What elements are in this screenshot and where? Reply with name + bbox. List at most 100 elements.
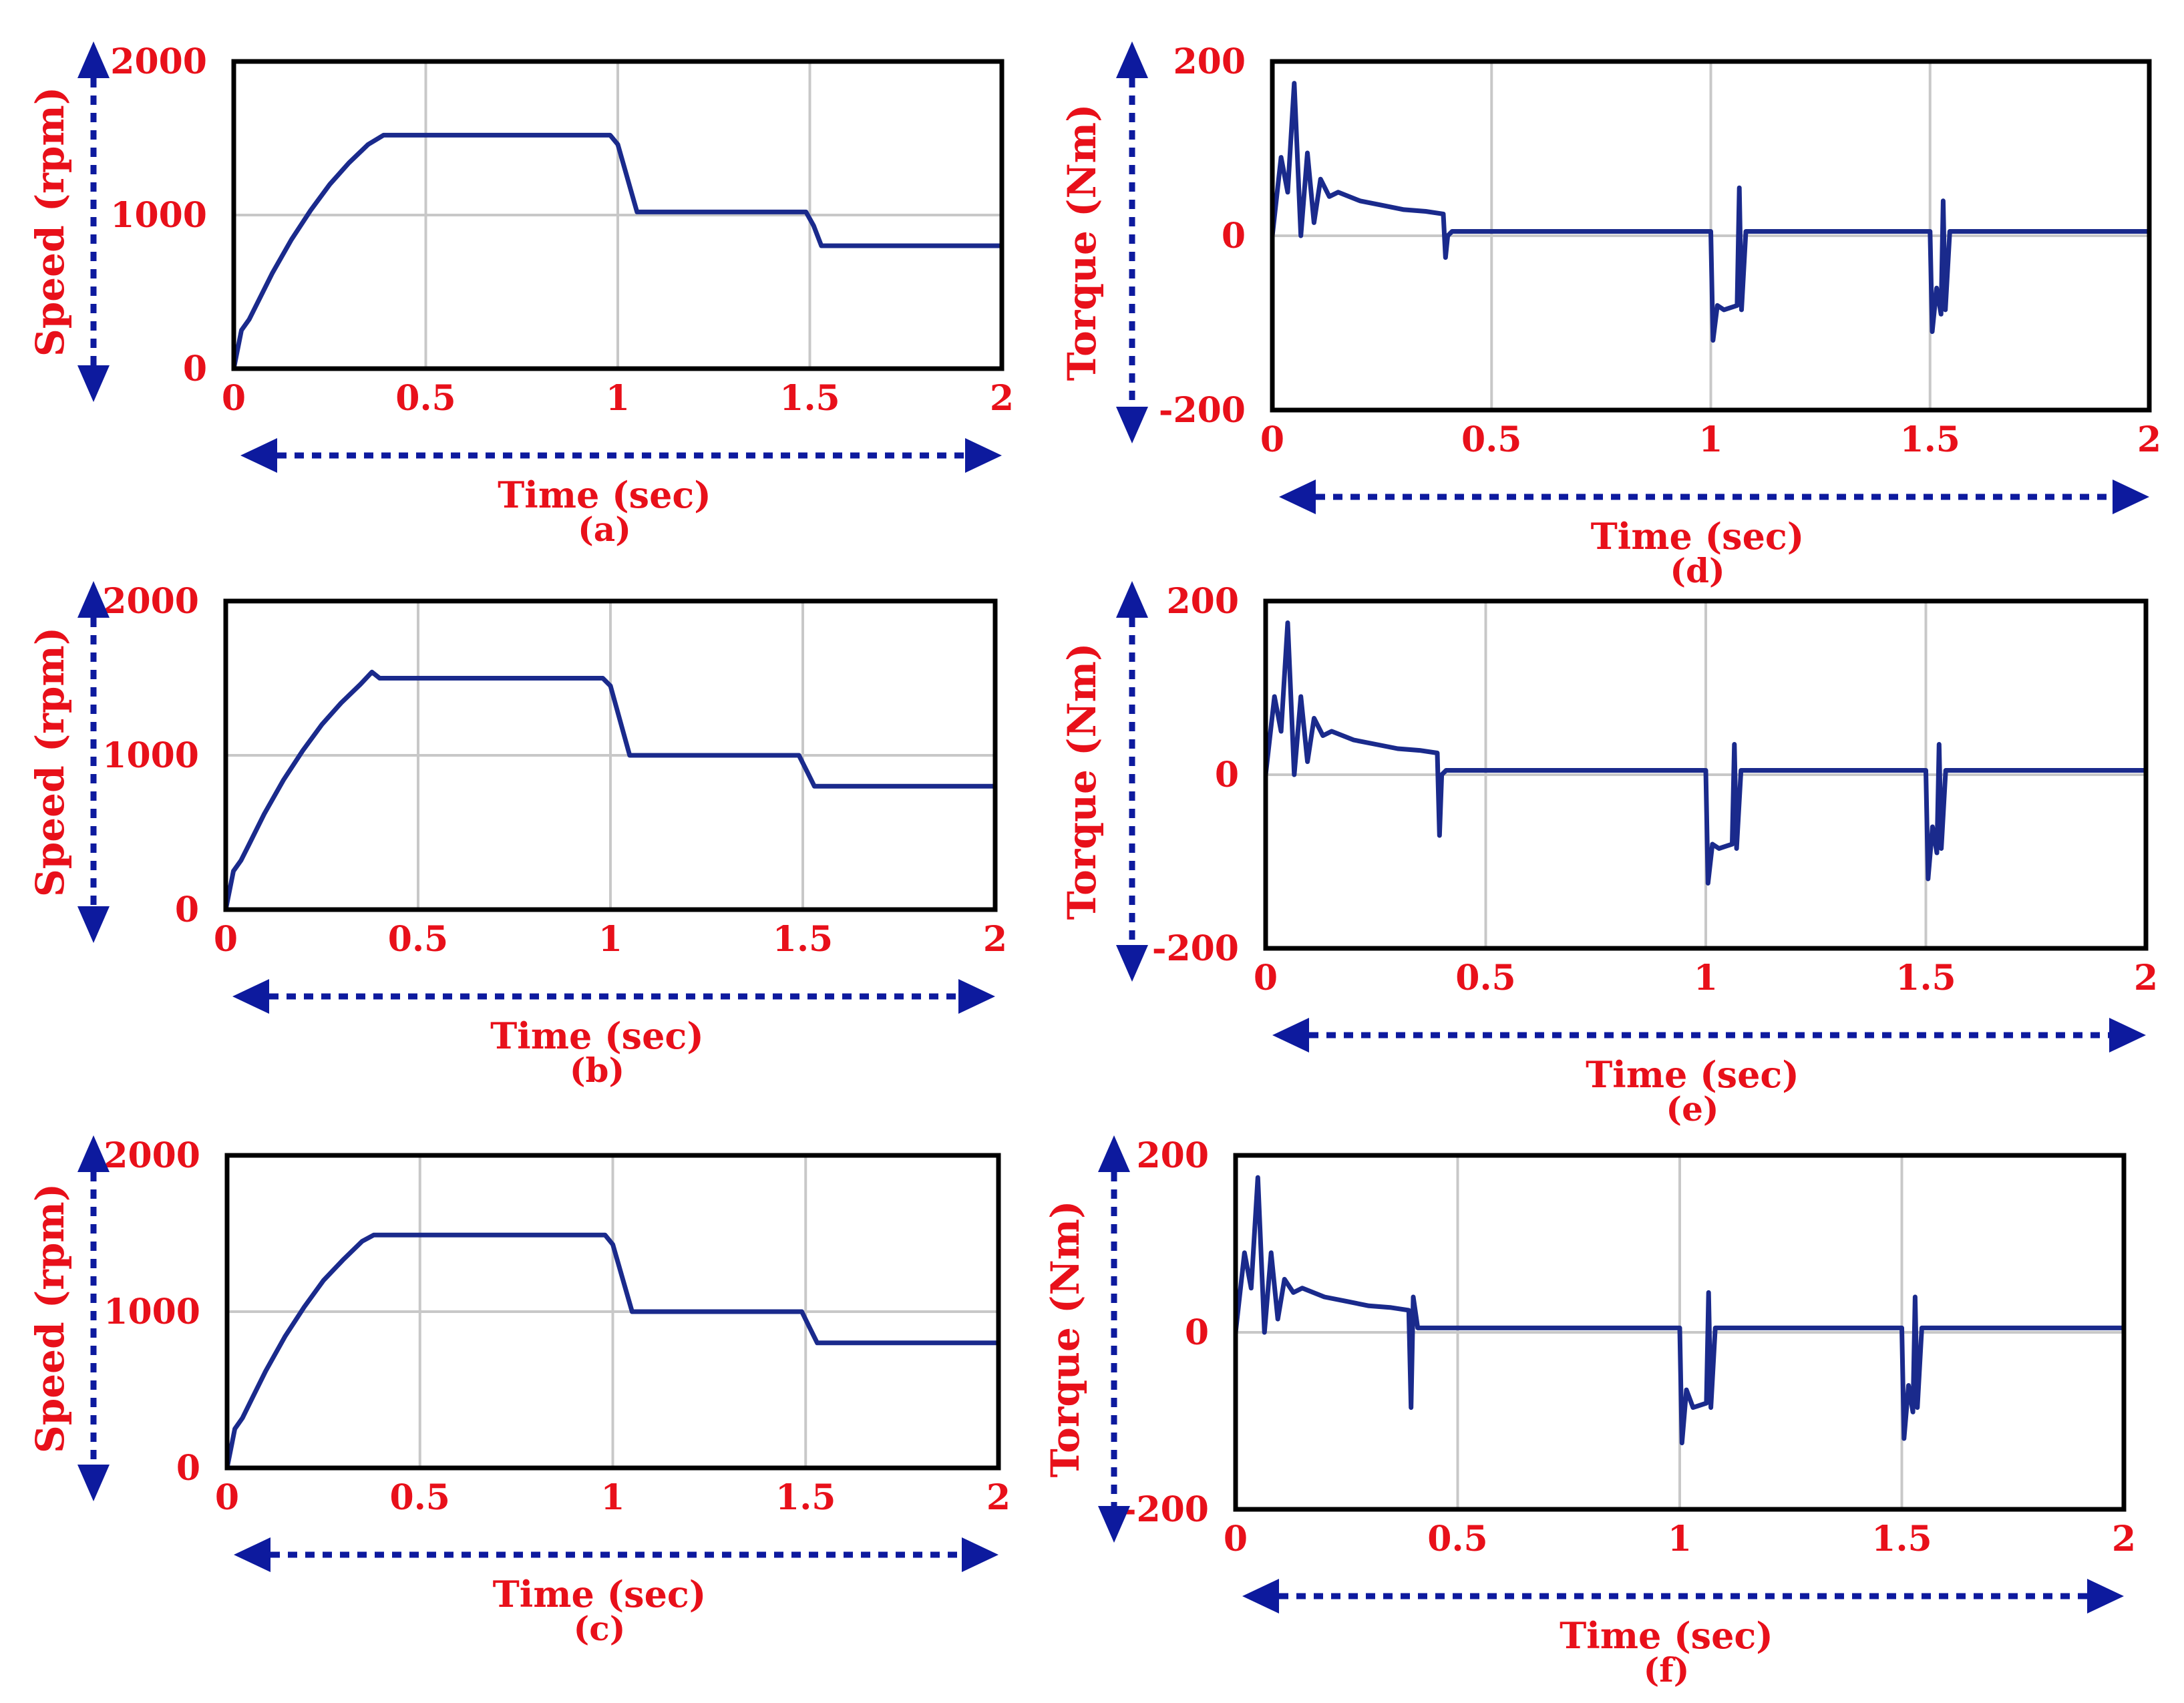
- y-axis-arrow-down-icon: [1116, 407, 1148, 443]
- x-axis-arrow-left-icon: [232, 979, 269, 1014]
- y-tick-label: 2000: [102, 581, 199, 622]
- plot-frame: [1263, 598, 2149, 951]
- speed-line: [224, 1232, 998, 1469]
- x-axis-arrow-left-icon: [1242, 1579, 1279, 1614]
- panel-label: (c): [574, 1609, 626, 1648]
- x-tick-label: 0: [215, 1477, 239, 1518]
- x-tick-label: 2: [986, 1477, 1011, 1518]
- x-axis-arrow-right-icon: [958, 979, 995, 1014]
- x-axis-arrow-left-icon: [1272, 1018, 1309, 1053]
- x-tick-label: 0.5: [1455, 958, 1515, 998]
- x-tick-label: 0.5: [395, 378, 456, 419]
- x-tick-label: 0.5: [390, 1477, 450, 1518]
- panel-d: 0 0.5 1 1.5 2 -200 0 200 Torque (Nm) Time (sec)(d…: [1059, 41, 2161, 590]
- x-tick-label: 0.5: [1427, 1519, 1487, 1559]
- x-tick-label: 1: [598, 919, 622, 960]
- y-tick-label: 200: [1173, 41, 1246, 82]
- y-tick-label: 0: [1185, 1312, 1209, 1353]
- x-axis-arrow-right-icon: [2113, 480, 2149, 514]
- y-tick-label: 0: [1222, 216, 1246, 256]
- x-tick-label: 0: [1260, 419, 1284, 460]
- x-axis-arrow-left-icon: [240, 438, 277, 473]
- x-axis-label: Time (sec): [493, 1573, 707, 1616]
- y-axis-arrow-down-icon: [1116, 945, 1148, 982]
- y-axis-label: Speed (rpm): [27, 1183, 73, 1453]
- x-tick-label: 1: [606, 378, 630, 419]
- y-axis-label: Speed (rpm): [27, 627, 73, 897]
- x-tick-label: 0.5: [388, 919, 448, 960]
- x-axis-arrow-right-icon: [2087, 1579, 2124, 1614]
- x-tick-label: 0: [214, 919, 238, 960]
- speed-line: [223, 669, 995, 910]
- panel-c: 0 0.5 1 1.5 2 0 1000 2000 Speed (rpm) Time (sec)(…: [27, 1135, 1011, 1648]
- x-tick-label: 2: [2137, 419, 2161, 460]
- y-tick-label: 0: [1215, 755, 1239, 795]
- plot-frame: [1233, 1153, 2127, 1512]
- y-tick-label: 0: [175, 890, 199, 930]
- x-tick-label: 2: [990, 378, 1014, 419]
- torque-line: [1270, 81, 2149, 343]
- x-tick-label: 0: [1254, 958, 1278, 998]
- speed-line: [231, 132, 1002, 369]
- x-axis-arrow-left-icon: [1279, 480, 1316, 514]
- plot-frame: [223, 598, 998, 912]
- panel-label: (f): [1644, 1650, 1690, 1690]
- y-axis-arrow-up-icon: [1116, 581, 1148, 618]
- x-tick-label: 1.5: [775, 1477, 836, 1518]
- x-axis-arrow-right-icon: [2109, 1018, 2146, 1053]
- y-tick-label: 1000: [102, 735, 199, 776]
- x-axis-label: Time (sec): [1591, 515, 1805, 558]
- panel-f: 0 0.5 1 1.5 2 -200 0 200 Torque (Nm) Time (sec)(f…: [1043, 1135, 2136, 1690]
- y-axis-arrow-up-icon: [77, 41, 110, 78]
- panel-e: 0 0.5 1 1.5 2 -200 0 200 Torque (Nm) Time (sec)(e…: [1059, 581, 2158, 1129]
- panel-label: (a): [578, 510, 631, 549]
- y-tick-label: 1000: [110, 195, 207, 236]
- y-axis-arrow-down-icon: [1098, 1506, 1130, 1543]
- panel-b: 0 0.5 1 1.5 2 0 1000 2000 Speed (rpm) Time (sec)(…: [27, 581, 1007, 1090]
- y-tick-label: 1000: [104, 1292, 200, 1332]
- panel-label: (e): [1666, 1089, 1718, 1129]
- x-axis-arrow-left-icon: [234, 1537, 270, 1572]
- y-axis-label: Speed (rpm): [27, 87, 73, 357]
- y-axis-label: Torque (Nm): [1059, 643, 1105, 920]
- y-tick-label: -200: [1122, 1489, 1209, 1530]
- x-tick-label: 1.5: [1900, 419, 1960, 460]
- y-axis-arrow-up-icon: [77, 1135, 110, 1172]
- x-tick-label: 1: [600, 1477, 624, 1518]
- y-tick-label: 0: [183, 349, 207, 389]
- x-tick-label: 1.5: [1895, 958, 1956, 998]
- panel-label: (d): [1670, 551, 1724, 590]
- y-axis-arrow-down-icon: [77, 906, 110, 943]
- y-axis-label: Torque (Nm): [1043, 1201, 1088, 1478]
- torque-line: [1263, 620, 2146, 886]
- x-tick-label: 1.5: [773, 919, 833, 960]
- panel-a: 0 0.5 1 1.5 2 0 1000 2000 Speed (rpm) Time (sec)(…: [27, 41, 1014, 549]
- x-axis-arrow-right-icon: [962, 1537, 998, 1572]
- y-tick-label: 2000: [104, 1135, 200, 1176]
- x-tick-label: 1.5: [779, 378, 840, 419]
- x-tick-label: 1.5: [1871, 1519, 1932, 1559]
- y-tick-label: 0: [176, 1448, 200, 1489]
- y-axis-arrow-down-icon: [77, 1465, 110, 1501]
- y-tick-label: -200: [1152, 928, 1239, 969]
- x-axis-label: Time (sec): [1560, 1614, 1773, 1657]
- x-tick-label: 2: [2112, 1519, 2136, 1559]
- x-tick-label: 0: [1224, 1519, 1248, 1559]
- y-axis-label: Torque (Nm): [1059, 104, 1105, 381]
- y-tick-label: -200: [1159, 390, 1246, 431]
- y-axis-arrow-up-icon: [77, 581, 110, 618]
- x-tick-label: 1: [1694, 958, 1718, 998]
- x-axis-label: Time (sec): [498, 474, 711, 516]
- x-tick-label: 1: [1698, 419, 1722, 460]
- y-tick-label: 2000: [110, 41, 207, 82]
- x-axis-label: Time (sec): [1586, 1053, 1799, 1096]
- x-tick-label: 1: [1668, 1519, 1692, 1559]
- y-axis-arrow-up-icon: [1098, 1135, 1130, 1172]
- y-tick-label: 200: [1166, 581, 1239, 622]
- y-tick-label: 200: [1136, 1135, 1209, 1176]
- plot-frame: [224, 1153, 1001, 1471]
- x-tick-label: 2: [2134, 958, 2158, 998]
- plot-frame: [1270, 59, 2152, 413]
- y-axis-arrow-up-icon: [1116, 41, 1148, 78]
